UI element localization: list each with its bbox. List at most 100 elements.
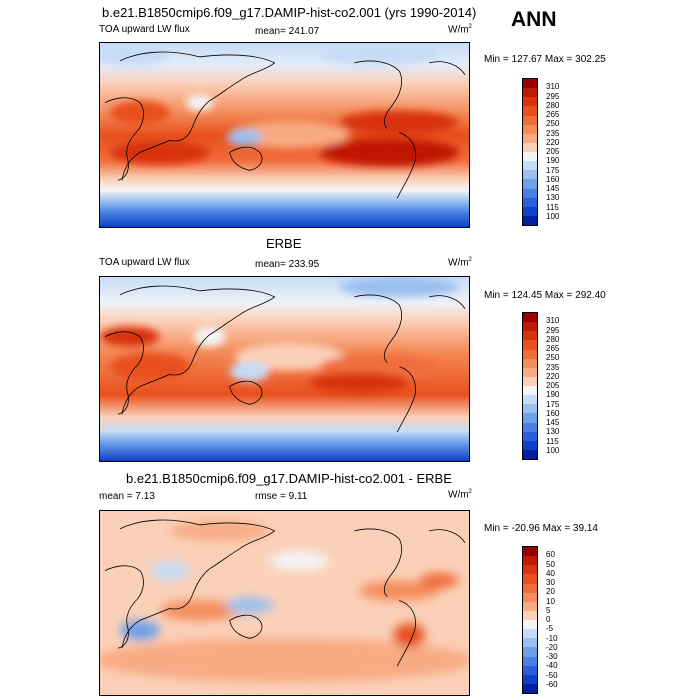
colorbar-segment (523, 179, 537, 189)
colorbar-tick-label: 280 (546, 334, 560, 344)
colorbar-tick-label: 205 (546, 381, 560, 390)
panel2-units: W/m2 (448, 257, 472, 269)
colorbar-segment (523, 665, 537, 675)
colorbar-segment (523, 431, 537, 441)
panel3-map (99, 510, 470, 696)
panel2-colorbar (522, 312, 538, 460)
panel1-minmax: Min = 127.67 Max = 302.25 (484, 54, 606, 65)
panel2-map (99, 276, 470, 462)
colorbar-segment (523, 215, 537, 225)
colorbar-segment (523, 133, 537, 143)
colorbar-tick-label: 60 (546, 550, 555, 560)
colorbar-tick-label: 5 (546, 605, 551, 615)
panel3-left-label: mean = 7.13 (99, 491, 155, 502)
panel1-field (100, 43, 469, 227)
colorbar-segment (523, 583, 537, 593)
colorbar-segment (523, 367, 537, 377)
colorbar-tick-label: 130 (546, 427, 560, 437)
colorbar-segment (523, 124, 537, 134)
colorbar-tick-label: 220 (546, 137, 560, 147)
panel2-field (100, 277, 469, 461)
colorbar-tick-label: 265 (546, 110, 560, 119)
colorbar-segment (523, 440, 537, 450)
colorbar-tick-label: 145 (546, 184, 560, 193)
panel3-colorbar (522, 546, 538, 694)
colorbar-tick-label: 250 (546, 119, 560, 129)
panel3-field (100, 511, 469, 695)
colorbar-tick-label: 100 (546, 445, 560, 455)
panel2-title: ERBE (266, 236, 302, 251)
colorbar-segment (523, 574, 537, 584)
colorbar-segment (523, 620, 537, 630)
colorbar-segment (523, 313, 537, 323)
colorbar-segment (523, 106, 537, 116)
colorbar-tick-label: -30 (546, 652, 558, 661)
colorbar-tick-label: -40 (546, 661, 558, 671)
colorbar-tick-label: 160 (546, 408, 560, 418)
colorbar-segment (523, 683, 537, 693)
panel2-coastlines (104, 285, 466, 433)
colorbar-segment (523, 565, 537, 575)
panel3-rmse-label: rmse = 9.11 (255, 491, 308, 502)
colorbar-segment (523, 188, 537, 198)
panel1-title: b.e21.B1850cmip6.f09_g17.DAMIP-hist-co2.… (102, 5, 477, 20)
colorbar-tick-label: 175 (546, 399, 560, 409)
colorbar-tick-label: 310 (546, 82, 560, 92)
colorbar-segment (523, 88, 537, 98)
colorbar-segment (523, 97, 537, 107)
panel3-minmax: Min = -20.96 Max = 39.14 (484, 523, 598, 534)
panel3-title: b.e21.B1850cmip6.f09_g17.DAMIP-hist-co2.… (126, 471, 452, 486)
colorbar-tick-label: -5 (546, 624, 554, 634)
colorbar-segment (523, 647, 537, 657)
colorbar-segment (523, 170, 537, 180)
colorbar-tick-label: 190 (546, 156, 560, 166)
colorbar-tick-label: -60 (546, 679, 558, 689)
panel3-coastlines (104, 519, 466, 667)
colorbar-tick-label: 175 (546, 165, 560, 175)
colorbar-segment (523, 638, 537, 648)
colorbar-segment (523, 547, 537, 557)
colorbar-tick-label: 250 (546, 353, 560, 363)
panel3-units: W/m2 (448, 489, 472, 501)
colorbar-segment (523, 449, 537, 459)
colorbar-tick-label: -20 (546, 642, 558, 652)
colorbar-segment (523, 340, 537, 350)
colorbar-segment (523, 413, 537, 423)
panel1-coastlines (104, 51, 466, 199)
colorbar-tick-label: 115 (546, 202, 559, 212)
colorbar-segment (523, 197, 537, 207)
colorbar-tick-label: 0 (546, 615, 551, 624)
colorbar-tick-label: 20 (546, 587, 555, 597)
colorbar-tick-label: 205 (546, 147, 560, 156)
colorbar-tick-label: 220 (546, 371, 560, 381)
season-label: ANN (511, 8, 557, 31)
panel1-map (99, 42, 470, 228)
panel1-left-label: TOA upward LW flux (99, 24, 190, 35)
colorbar-segment (523, 358, 537, 368)
colorbar-segment (523, 674, 537, 684)
colorbar-tick-label: 100 (546, 211, 560, 221)
colorbar-segment (523, 629, 537, 639)
colorbar-segment (523, 79, 537, 89)
colorbar-segment (523, 656, 537, 666)
colorbar-tick-label: 265 (546, 344, 560, 353)
colorbar-tick-label: 310 (546, 316, 560, 326)
colorbar-tick-label: 50 (546, 559, 555, 569)
colorbar-tick-label: 235 (546, 362, 560, 372)
colorbar-tick-label: 160 (546, 174, 560, 184)
colorbar-tick-label: 115 (546, 436, 559, 446)
colorbar-segment (523, 206, 537, 216)
colorbar-tick-label: 190 (546, 390, 560, 400)
colorbar-segment (523, 610, 537, 620)
colorbar-tick-label: -50 (546, 670, 558, 680)
panel1-colorbar (522, 78, 538, 226)
colorbar-segment (523, 115, 537, 125)
colorbar-tick-label: 295 (546, 91, 560, 101)
colorbar-segment (523, 422, 537, 432)
colorbar-segment (523, 592, 537, 602)
colorbar-segment (523, 142, 537, 152)
colorbar-segment (523, 601, 537, 611)
colorbar-segment (523, 404, 537, 414)
colorbar-segment (523, 376, 537, 386)
colorbar-tick-label: 10 (546, 596, 555, 606)
